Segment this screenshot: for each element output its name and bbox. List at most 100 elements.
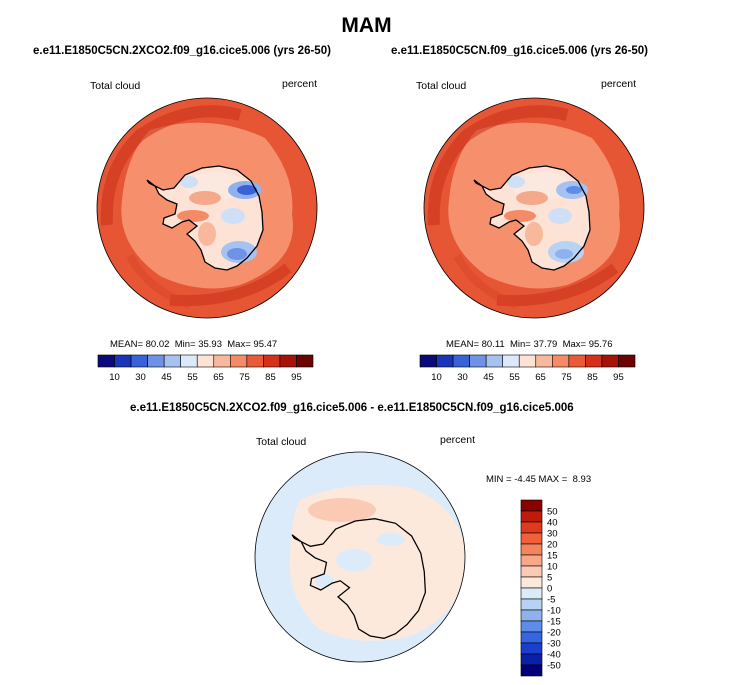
panel2-mean-value: 80.11 [481,339,505,350]
panel2-colorbar-tick-label: 85 [587,372,598,383]
panel2-units-label: percent [601,78,637,90]
panel3-units-label: percent [440,434,476,446]
panel3-min-label: MIN = [486,474,512,485]
panel3-colorbar-swatch [520,642,543,655]
panel2-colorbar-tick-label: 65 [535,372,546,383]
panel1-colorbar-swatch [114,354,132,368]
panel3-colorbar-tick-label: 20 [547,540,558,551]
panel2-colorbar-tick-label: 95 [613,372,624,383]
panel3-max-label: MAX = [538,474,568,485]
panel1-max-label: Max= [227,339,251,350]
panel1-units-label: percent [282,78,318,90]
panel2-colorbar-tick-label: 55 [509,372,520,383]
panel3-colorbar-swatch [520,565,543,578]
panel1-colorbar-tick-label: 45 [161,372,172,383]
panel3-stats: MIN = -4.45 MAX = 8.93 [486,474,591,485]
panel2-max-label: Max= [562,339,587,350]
panel3-colorbar-swatch [520,499,543,512]
panel3-colorbar-swatch [520,576,543,589]
panel1-title: e.e11.E1850C5CN.2XCO2.f09_g16.cice5.006 … [33,45,331,57]
panel2-min-label: Min= [510,339,531,350]
panel1-colorbar-swatch [246,354,264,368]
panel2-colorbar-tick-label: 75 [561,372,572,383]
panel3-colorbar-tick-label: 40 [547,518,558,529]
panel2-colorbar-swatch [585,354,603,368]
panel3-colorbar-swatch [520,664,543,677]
panel1-colorbar-swatch [213,354,231,368]
panel3-colorbar-swatch [520,521,543,534]
panel1-colorbar: 10 30 45 55 65 75 85 95 [97,354,314,383]
panel2-colorbar-swatch [618,354,636,368]
panel1-colorbar-swatch [296,354,314,368]
panel1-colorbar-swatch [163,354,181,368]
panel1-colorbar-tick-label: 30 [135,372,146,383]
panel1-colorbar-swatch [263,354,281,368]
panel2-colorbar-swatch [502,354,520,368]
panel2-colorbar-tick-label: 30 [457,372,468,383]
panel1-min-value: 35.93 [198,339,222,350]
panel2-colorbar-swatch [601,354,619,368]
panel2-min-value: 37.79 [533,339,558,350]
panel1-colorbar-tick-label: 75 [239,372,250,383]
panel1-max-value: 95.47 [253,339,278,350]
panel2-mean-label: MEAN= [446,339,479,350]
panel1-colorbar-swatch [130,354,148,368]
panel1-min-label: Min= [174,339,196,350]
panel1-colorbar-swatch [97,354,115,368]
panel2-stats: MEAN= 80.11 Min= 37.79 Max= 95.76 [446,339,612,350]
panel1-stats: MEAN= 80.02 Min= 35.93 Max= 95.47 [110,339,277,350]
panel2-colorbar-swatch [485,354,503,368]
panel2-colorbar-tick-label: 10 [431,372,442,383]
panel1-colorbar-tick-label: 85 [265,372,276,383]
panel3-min-value: -4.45 [514,474,536,485]
panel3-max-value: 8.93 [572,474,592,485]
panel2-colorbar-swatch [535,354,553,368]
panel3-colorbar-tick-label: -15 [547,617,561,628]
panel1-colorbar-tick-label: 10 [109,372,120,383]
panel3-variable-label: Total cloud [256,436,307,448]
panel2-colorbar-swatch [419,354,437,368]
panel2-max-value: 95.76 [588,339,613,350]
panel3-colorbar-swatch [520,598,543,611]
panel3-colorbar-swatch [520,653,543,666]
panel2-map [423,97,645,319]
panel1-colorbar-swatch [147,354,165,368]
page-title: MAM [341,14,392,37]
panel2-title: e.e11.E1850C5CN.f09_g16.cice5.006 (yrs 2… [391,45,649,57]
panel2-colorbar-swatch [568,354,586,368]
panel1-colorbar-tick-label: 65 [213,372,224,383]
panel3-colorbar-tick-label: -40 [547,650,561,661]
panel3-colorbar-swatch [520,554,543,567]
panel2-colorbar-swatch [518,354,537,368]
panel3-colorbar-tick-label: 15 [547,551,558,562]
panel3-colorbar-swatch [520,587,543,600]
panel3-colorbar-tick-label: 10 [547,562,558,573]
panel1-colorbar-swatch [279,354,297,368]
panel2-colorbar-swatch [469,354,487,368]
panel2-colorbar-swatch [452,354,470,368]
panel1-variable-label: Total cloud [90,80,141,92]
panel2-colorbar: 10 30 45 55 65 75 85 95 [419,354,636,383]
panel1-map [96,97,318,319]
panel3-colorbar-tick-label: -30 [547,639,561,650]
panel3-colorbar-swatch [520,631,543,644]
panel2-variable-label: Total cloud [416,80,467,92]
panel3-colorbar-tick-label: -50 [547,661,561,672]
panel3-colorbar-tick-label: -20 [547,628,561,639]
panel3-colorbar-tick-label: 50 [547,507,558,518]
panel3-colorbar-swatch [520,532,543,545]
panel2-colorbar-tick-label: 45 [483,372,494,383]
panel3-colorbar-tick-label: 30 [547,529,558,540]
panel1-colorbar-swatch [196,354,215,368]
panel3-colorbar-tick-label: -10 [547,606,561,617]
panel1-colorbar-tick-label: 55 [187,372,198,383]
panel3-title: e.e11.E1850C5CN.2XCO2.f09_g16.cice5.006 … [130,402,574,414]
panel3-colorbar-tick-label: -5 [547,595,555,606]
panel3-colorbar-tick-label: 5 [547,573,552,584]
panel1-mean-value: 80.02 [145,339,170,350]
panel2-colorbar-swatch [552,354,570,368]
panel3-colorbar-swatch [520,543,543,556]
panel3-colorbar-swatch [520,510,543,523]
